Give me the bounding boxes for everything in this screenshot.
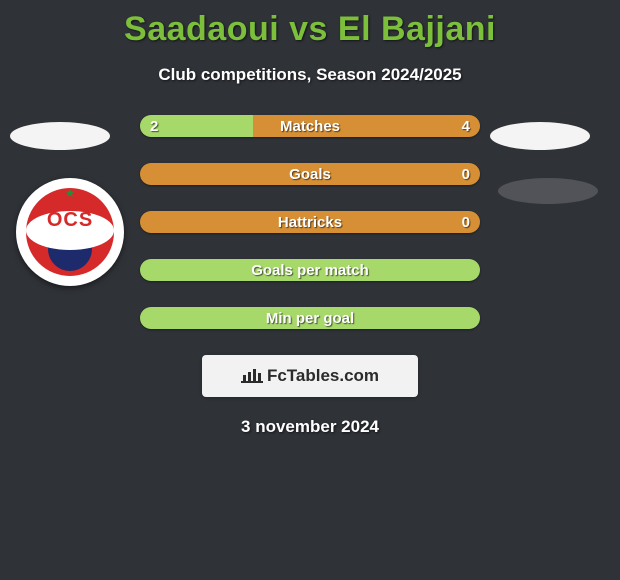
- date-text: 3 november 2024: [0, 417, 620, 437]
- decoration-ellipse-top-left: [10, 122, 110, 150]
- brand-name: FcTables.com: [267, 366, 379, 386]
- vs-text: vs: [289, 10, 328, 48]
- stat-value-right: 0: [462, 163, 470, 185]
- player2-name: El Bajjani: [338, 10, 496, 48]
- comparison-title: Saadaoui vs El Bajjani: [0, 0, 620, 49]
- bar-chart-icon: [241, 367, 263, 385]
- stat-segment-right: [140, 163, 480, 185]
- player1-name: Saadaoui: [124, 10, 279, 48]
- stat-row: Goals per match: [140, 259, 480, 281]
- crest-text: OCS: [47, 209, 93, 232]
- brand-logo: FcTables.com: [202, 355, 418, 397]
- stat-row: Goals0: [140, 163, 480, 185]
- stat-segment-right: [140, 211, 480, 233]
- club-crest: ★ OCS: [16, 178, 124, 286]
- decoration-ellipse-top-right: [490, 122, 590, 150]
- stat-segment-right: [253, 115, 480, 137]
- subtitle: Club competitions, Season 2024/2025: [0, 65, 620, 85]
- stat-segment-left: [140, 307, 480, 329]
- stat-row: Matches24: [140, 115, 480, 137]
- stat-value-left: 2: [150, 115, 158, 137]
- stat-value-right: 4: [462, 115, 470, 137]
- stat-value-right: 0: [462, 211, 470, 233]
- stat-row: Min per goal: [140, 307, 480, 329]
- decoration-ellipse-mid-right: [498, 178, 598, 204]
- crest-star-icon: ★: [65, 186, 76, 200]
- stat-row: Hattricks0: [140, 211, 480, 233]
- stat-segment-left: [140, 259, 480, 281]
